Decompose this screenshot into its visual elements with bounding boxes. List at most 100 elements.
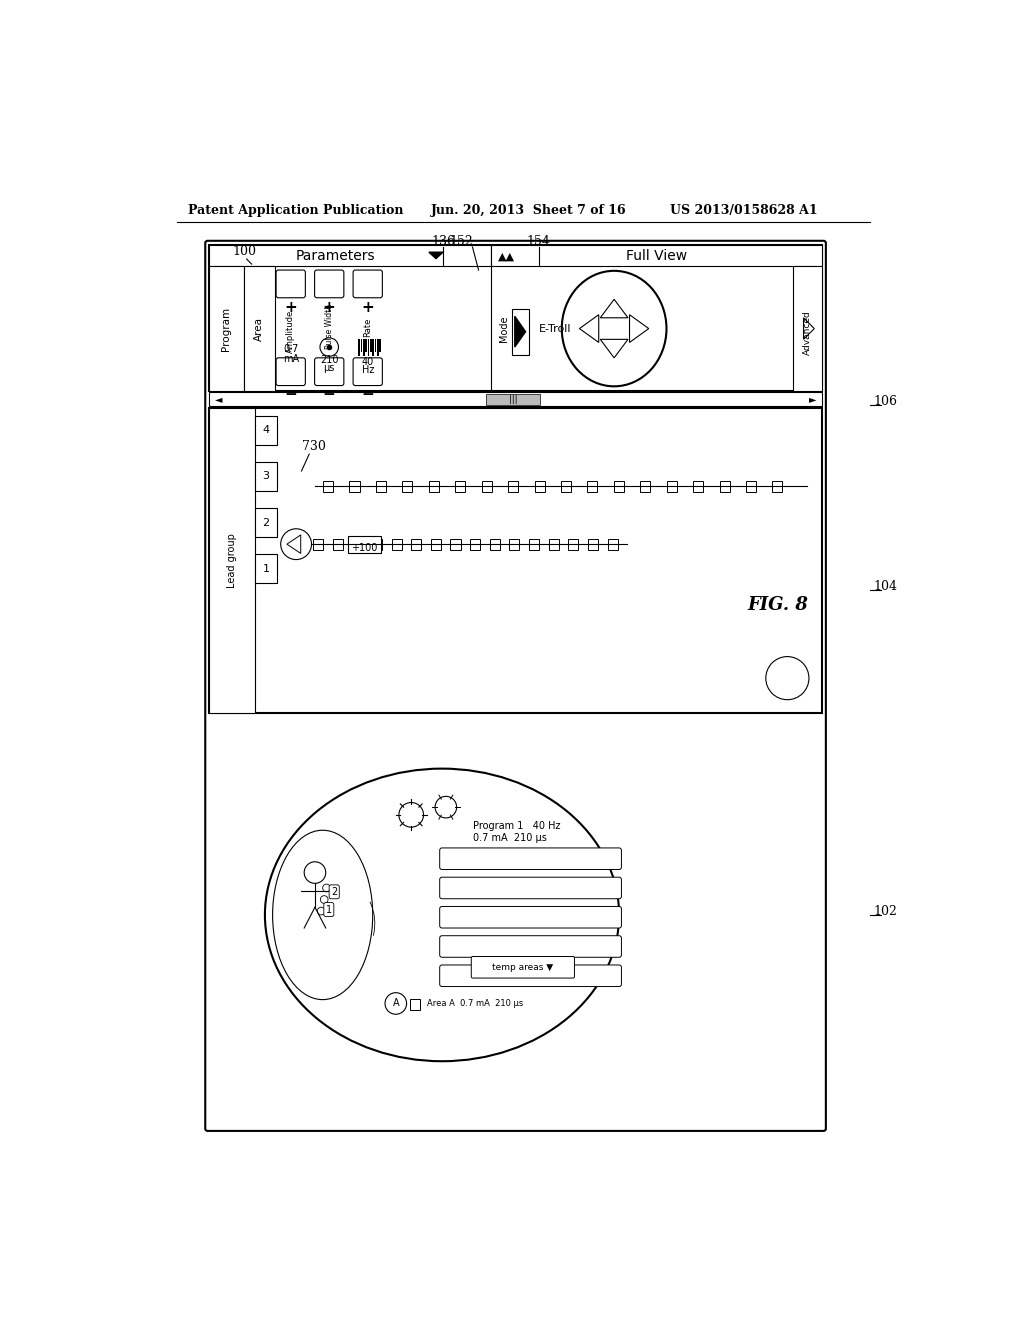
Text: −: − <box>361 387 374 403</box>
Bar <box>376 480 386 492</box>
Bar <box>209 408 822 713</box>
Text: E-Troll: E-Troll <box>539 323 571 334</box>
Text: 2: 2 <box>331 887 337 896</box>
Bar <box>402 480 413 492</box>
Bar <box>377 339 379 356</box>
Bar <box>693 480 703 492</box>
FancyBboxPatch shape <box>353 358 382 385</box>
Bar <box>412 539 421 549</box>
Text: 4: 4 <box>262 425 269 436</box>
FancyBboxPatch shape <box>276 358 305 385</box>
Bar <box>470 539 480 549</box>
FancyBboxPatch shape <box>314 358 344 385</box>
Text: 0.7 mA  210 μs: 0.7 mA 210 μs <box>473 833 547 843</box>
Text: 1: 1 <box>262 564 269 574</box>
Bar <box>456 480 465 492</box>
Text: Mode: Mode <box>499 315 509 342</box>
FancyBboxPatch shape <box>353 271 382 298</box>
Bar <box>255 462 276 491</box>
Bar <box>667 480 677 492</box>
Text: Program 1   40 Hz: Program 1 40 Hz <box>473 821 560 832</box>
Text: μs: μs <box>324 363 335 372</box>
Text: Rate: Rate <box>364 318 372 338</box>
Text: 2: 2 <box>262 517 269 528</box>
Text: 730: 730 <box>302 441 326 453</box>
FancyBboxPatch shape <box>276 271 305 298</box>
Bar <box>561 480 571 492</box>
Bar <box>588 539 598 549</box>
Text: +: + <box>361 300 374 314</box>
Bar <box>489 539 500 549</box>
Bar <box>451 539 461 549</box>
Text: |||: ||| <box>509 395 517 404</box>
Bar <box>375 339 376 351</box>
FancyBboxPatch shape <box>439 965 622 986</box>
Text: −: − <box>323 387 336 403</box>
Text: Area: Area <box>254 317 264 341</box>
Bar <box>429 480 439 492</box>
Polygon shape <box>429 252 443 259</box>
Bar <box>366 339 367 351</box>
Bar <box>746 480 756 492</box>
Text: 1: 1 <box>326 904 332 915</box>
Bar <box>490 244 822 267</box>
Bar <box>209 267 244 391</box>
Bar <box>313 539 323 549</box>
Text: 102: 102 <box>873 906 897 917</box>
Text: 40: 40 <box>361 358 374 367</box>
Circle shape <box>435 796 457 818</box>
Bar <box>588 480 597 492</box>
FancyBboxPatch shape <box>471 957 574 978</box>
Circle shape <box>304 862 326 883</box>
Circle shape <box>399 803 424 828</box>
Bar <box>352 539 362 549</box>
Text: −: − <box>285 387 297 403</box>
Text: Parameters: Parameters <box>296 249 376 263</box>
Text: 136: 136 <box>431 235 456 248</box>
Ellipse shape <box>265 768 620 1061</box>
Text: 104: 104 <box>873 579 897 593</box>
Text: 154: 154 <box>526 235 551 248</box>
Ellipse shape <box>272 830 373 999</box>
Circle shape <box>385 993 407 1014</box>
Bar <box>509 539 519 549</box>
Bar <box>209 392 822 407</box>
Bar <box>244 267 274 391</box>
Text: Full View: Full View <box>626 249 687 263</box>
Polygon shape <box>515 317 525 347</box>
Bar <box>772 480 782 492</box>
Bar <box>209 244 490 267</box>
Bar <box>431 539 441 549</box>
Bar <box>508 480 518 492</box>
Text: ►: ► <box>809 395 816 404</box>
Text: +100: +100 <box>351 543 378 553</box>
Text: A: A <box>392 998 399 1008</box>
Text: US 2013/0158628 A1: US 2013/0158628 A1 <box>670 205 817 218</box>
Bar <box>209 244 822 391</box>
Bar <box>568 539 579 549</box>
Text: temp areas ▼: temp areas ▼ <box>493 962 553 972</box>
Text: Pulse Width: Pulse Width <box>325 304 334 348</box>
Bar <box>323 480 333 492</box>
Text: 106: 106 <box>873 395 897 408</box>
Bar <box>535 480 545 492</box>
Text: 100: 100 <box>232 244 257 257</box>
Bar <box>209 408 255 713</box>
Text: 152: 152 <box>450 235 473 248</box>
Bar <box>379 339 381 351</box>
Text: Area A  0.7 mA  210 μs: Area A 0.7 mA 210 μs <box>427 999 523 1008</box>
Circle shape <box>317 907 325 915</box>
FancyBboxPatch shape <box>314 271 344 298</box>
Text: Patent Application Publication: Patent Application Publication <box>188 205 403 218</box>
Bar <box>360 339 362 351</box>
Text: FIG. 8: FIG. 8 <box>746 597 808 614</box>
Bar <box>410 999 421 1010</box>
Bar <box>368 339 370 356</box>
Circle shape <box>319 338 339 356</box>
FancyBboxPatch shape <box>439 936 622 957</box>
Ellipse shape <box>562 271 667 387</box>
Bar <box>373 339 374 356</box>
Bar <box>481 480 492 492</box>
FancyBboxPatch shape <box>439 907 622 928</box>
Bar <box>358 339 360 356</box>
